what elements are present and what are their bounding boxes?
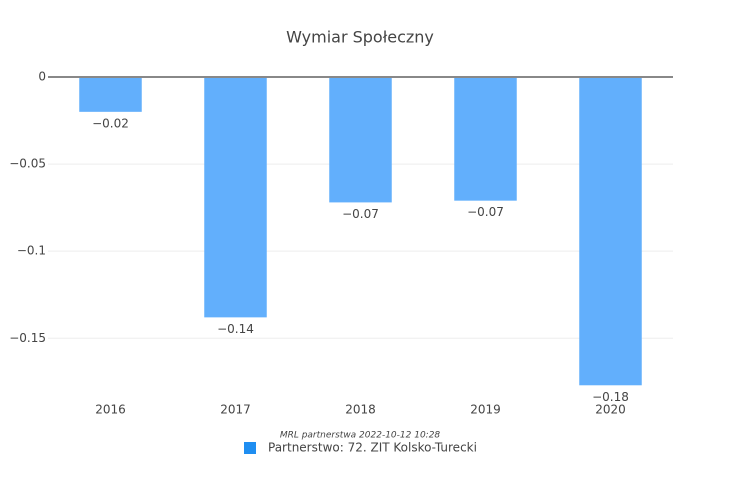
value-label: −0.07 xyxy=(342,207,379,221)
bar xyxy=(454,77,517,201)
bar xyxy=(579,77,642,386)
y-tick-label: −0.1 xyxy=(17,244,46,258)
legend-label: Partnerstwo: 72. ZIT Kolsko-Turecki xyxy=(268,441,477,455)
x-tick-label: 2016 xyxy=(95,403,126,417)
bar xyxy=(79,77,142,112)
x-tick-label: 2018 xyxy=(345,403,376,417)
value-label: −0.07 xyxy=(467,205,504,219)
value-label: −0.02 xyxy=(92,116,129,130)
x-tick-label: 2017 xyxy=(220,403,251,417)
value-label: −0.18 xyxy=(592,390,629,404)
bar xyxy=(329,77,392,203)
y-tick-label: 0 xyxy=(38,70,46,84)
x-tick-label: 2020 xyxy=(595,403,626,417)
value-label: −0.14 xyxy=(217,322,254,336)
x-tick-label: 2019 xyxy=(470,403,501,417)
legend-swatch xyxy=(244,442,256,454)
y-tick-label: −0.15 xyxy=(9,331,46,345)
annotation: MRL partnerstwa 2022-10-12 10:28 xyxy=(280,431,441,441)
chart-title: Wymiar Społeczny xyxy=(286,28,434,47)
bar xyxy=(204,77,267,318)
y-tick-label: −0.05 xyxy=(9,157,46,171)
